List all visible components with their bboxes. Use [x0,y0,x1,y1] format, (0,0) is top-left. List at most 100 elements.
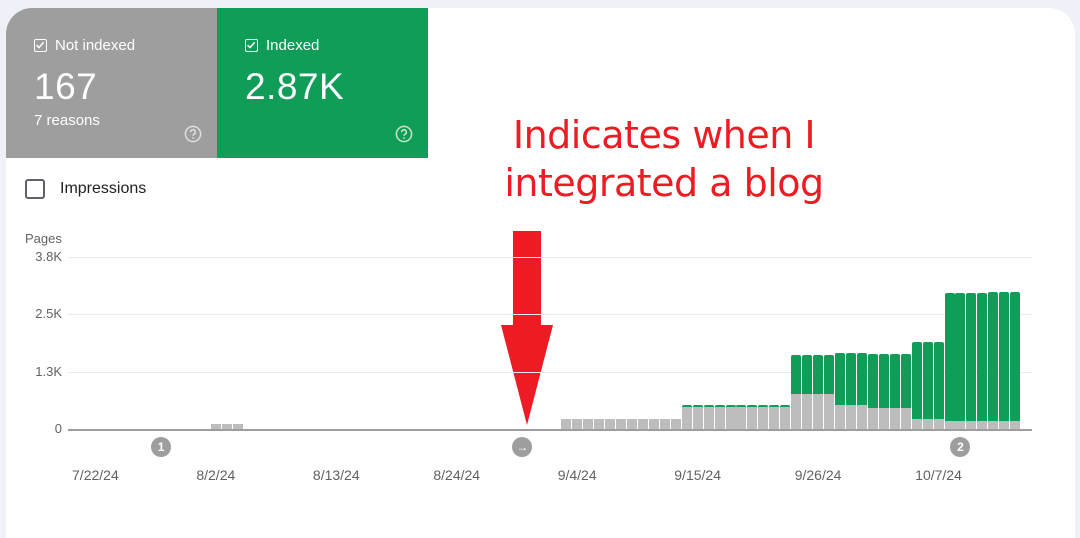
arrow-right-marker-icon[interactable]: → [512,437,533,457]
not-indexed-segment [725,406,736,429]
not-indexed-segment [966,420,977,429]
x-tick-label: 10/7/24 [915,467,962,483]
chart-bar[interactable] [594,419,605,429]
checkbox-unchecked-icon[interactable] [25,179,45,199]
checkbox-checked-icon[interactable] [245,39,258,52]
help-icon[interactable] [395,125,413,143]
chart-bar[interactable] [845,352,856,429]
chart-bar[interactable] [922,342,933,429]
chart-bar[interactable] [232,424,243,429]
chart-bar[interactable] [944,292,955,429]
x-tick-label: 8/24/24 [433,467,481,483]
chart-bar[interactable] [221,424,232,429]
indexed-segment [747,405,758,407]
chart-bar[interactable] [966,292,977,429]
chart-bar[interactable] [725,405,736,429]
chart-bar[interactable] [637,419,648,429]
chart-bar[interactable] [813,354,824,429]
chart-bar[interactable] [900,353,911,429]
chart-bar[interactable] [561,419,572,429]
chart-bar[interactable] [889,353,900,429]
not-indexed-segment [648,419,659,429]
chart-bar[interactable] [703,405,714,429]
indexed-segment [878,353,889,408]
not-indexed-segment [221,424,232,429]
not-indexed-segment [670,419,681,429]
not-indexed-segment [999,421,1010,429]
indexed-segment [791,354,802,394]
not-indexed-segment [1010,421,1021,429]
not-indexed-segment [594,419,605,429]
indexed-tile[interactable]: Indexed 2.87K [217,8,428,158]
chart-bar[interactable] [210,424,221,429]
not-indexed-segment [616,419,626,429]
x-tick-label: 7/22/24 [72,467,119,483]
chart-bar[interactable] [780,405,791,429]
annotation-text: Indicates when I integrated a blog [504,113,824,205]
chart-bar[interactable] [648,419,659,429]
not-indexed-segment [703,406,714,429]
help-icon[interactable] [184,125,202,143]
indexed-segment [769,405,780,407]
chart-bar[interactable] [736,405,747,429]
chart-bar[interactable] [572,419,583,429]
chart-bar[interactable] [802,354,813,429]
chart-bar[interactable] [856,352,867,429]
x-tick-label: 9/15/24 [674,467,721,483]
chart-bar[interactable] [911,342,922,429]
not-indexed-segment [824,393,835,429]
not-indexed-segment [933,419,944,429]
chart-bar[interactable] [824,354,835,429]
not-indexed-segment [681,406,692,429]
chart-bar[interactable] [670,419,681,429]
annotation-marker[interactable]: 1 [151,437,172,457]
gridline [68,314,1032,316]
chart-bar[interactable] [747,405,758,429]
chart-bar[interactable] [758,405,769,429]
chart-bar[interactable] [626,419,637,429]
y-axis-title: Pages [25,231,62,246]
not-indexed-segment [659,419,670,429]
chart-bar[interactable] [999,291,1010,429]
checkbox-checked-icon[interactable] [34,39,47,52]
indexed-segment [988,291,999,422]
not-indexed-segment [955,420,966,429]
indexed-segment [922,342,933,420]
indexed-segment [780,405,791,407]
not-indexed-segment [780,406,791,429]
chart-bar[interactable] [1010,291,1021,429]
chart-bar[interactable] [692,405,703,429]
chart-bar[interactable] [867,353,878,429]
not-indexed-segment [889,407,900,429]
not-indexed-segment [736,406,747,429]
indexed-segment [966,292,977,421]
chart-bar[interactable] [835,352,845,429]
chart-bar[interactable] [659,419,670,429]
impressions-toggle[interactable]: Impressions [25,179,146,199]
y-tick-label: 0 [54,421,62,436]
annotation-marker[interactable]: 2 [950,437,971,457]
chart-bar[interactable] [988,291,999,429]
indexed-segment [1010,291,1021,422]
chart-bar[interactable] [933,342,944,429]
not-indexed-segment [977,420,988,429]
not-indexed-tile[interactable]: Not indexed 167 7 reasons [6,8,217,158]
not-indexed-segment [900,407,911,429]
chart-bar[interactable] [605,419,616,429]
chart-bar[interactable] [583,419,594,429]
indexed-segment [977,292,988,421]
chart-bar[interactable] [714,405,725,429]
chart-bar[interactable] [681,405,692,429]
chart-bar[interactable] [955,292,966,429]
not-indexed-segment [626,419,637,429]
chart-bar[interactable] [616,419,626,429]
index-coverage-card: Not indexed 167 7 reasons Indexed 2.87K … [6,8,1075,538]
chart-bar[interactable] [878,353,889,429]
not-indexed-segment [758,406,769,429]
chart-bar[interactable] [791,354,802,429]
gridline [68,257,1032,258]
not-indexed-segment [911,419,922,429]
chart-bar[interactable] [769,405,780,429]
not-indexed-segment [714,406,725,429]
chart-bar[interactable] [977,292,988,429]
